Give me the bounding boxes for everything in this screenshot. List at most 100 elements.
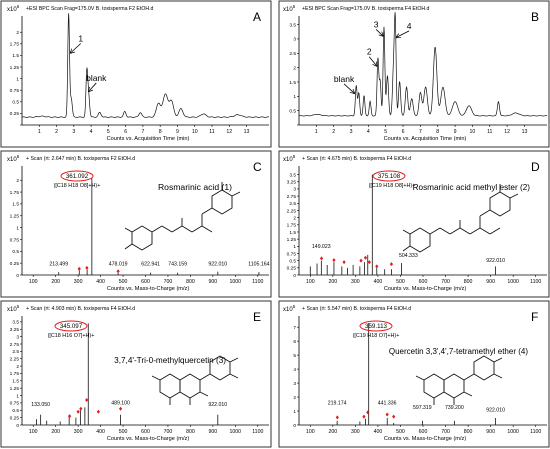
- y-tick-label: 1.5: [12, 53, 19, 59]
- isotope-marker: [362, 414, 366, 419]
- panel-letter: F: [531, 310, 538, 324]
- y-tick-label: 3: [16, 334, 19, 340]
- y-tick-label: 1: [16, 76, 19, 82]
- y-tick-label: 1.5: [289, 230, 296, 236]
- panel-header: +ESI BPC Scan Frag=175.0V B. toxisperma …: [26, 6, 154, 12]
- isotope-marker: [85, 265, 89, 270]
- peak-label: 441.336: [378, 401, 397, 407]
- x-tick-label: 200: [328, 429, 337, 435]
- y-tick-label: 1.25: [10, 214, 20, 220]
- precursor-label: 359.113: [365, 323, 387, 330]
- peak-label: 149.023: [312, 244, 331, 250]
- y-exponent: x106: [7, 4, 20, 13]
- x-tick-label: 4: [367, 129, 370, 135]
- plot-area: 100 200 300 400 500 600 700 800 900 1000 1100 0 1 2 3 4…: [293, 316, 547, 435]
- isotope-marker: [332, 258, 336, 263]
- y-tick-label: 2.5: [289, 201, 296, 207]
- y-tick-label: 0.25: [287, 266, 297, 272]
- x-tick-label: 100: [29, 429, 38, 435]
- x-tick-label: 1100: [252, 429, 263, 435]
- x-tick-label: 10: [192, 129, 198, 135]
- x-tick-label: 300: [74, 429, 83, 435]
- y-tick-label: 3: [293, 381, 296, 387]
- plot-area: 100 200 300 400 500 600 700 800 900 1000 1100 0 0.25…: [10, 316, 269, 435]
- y-tick-label: 1.25: [10, 386, 20, 392]
- y-tick-label: 0.5: [289, 108, 296, 114]
- x-tick-label: 600: [419, 429, 428, 435]
- y-tick-label: 2: [293, 215, 296, 221]
- isotope-marker: [359, 258, 363, 263]
- y-tick-label: 1: [293, 409, 296, 415]
- peak-annotation: 2: [367, 47, 372, 57]
- panel-a-frame: [0, 0, 272, 148]
- annotation-arrow: [70, 43, 81, 54]
- y-exponent: x105: [283, 154, 296, 163]
- x-tick-label: 900: [209, 279, 218, 285]
- isotope-marker: [85, 397, 89, 402]
- x-tick-label: 12: [226, 129, 232, 135]
- x-tick-label: 300: [351, 429, 360, 435]
- x-tick-label: 500: [119, 279, 128, 285]
- x-tick-label: 500: [396, 429, 405, 435]
- precursor-circle: [60, 170, 94, 182]
- panel-letter: C: [253, 160, 262, 174]
- precursor-label: 361.092: [66, 173, 89, 180]
- x-tick-label: 800: [464, 279, 473, 285]
- x-tick-label: 9: [176, 129, 179, 135]
- isotope-marker: [76, 409, 80, 414]
- x-tick-label: 4: [90, 129, 93, 135]
- y-tick-label: 1.75: [10, 190, 20, 196]
- y-tick-label: 1: [293, 94, 296, 100]
- annotation-arrow: [368, 56, 377, 66]
- precursor-circle: [359, 320, 393, 332]
- y-tick-label: 3.25: [287, 180, 297, 186]
- x-axis-label: Counts vs. Mass-to-Charge (m/z): [107, 436, 190, 442]
- y-tick-label: 0.75: [287, 251, 297, 257]
- x-tick-label: 600: [141, 429, 150, 435]
- peak-label: 922.010: [486, 408, 505, 414]
- peak-annotation: 3: [374, 19, 379, 29]
- x-tick-label: 900: [209, 429, 218, 435]
- compound-name: Quercetin 3,3',4',7-tetramethyl ether (4…: [389, 347, 528, 356]
- x-tick-label: 13: [522, 129, 528, 135]
- y-tick-label: 2.25: [287, 208, 297, 214]
- isotope-marker: [118, 406, 123, 411]
- peak-label: 739.200: [445, 405, 464, 411]
- peak-label: 213.499: [49, 262, 68, 268]
- x-tick-label: 8: [159, 129, 162, 135]
- x-axis-label: Counts vs. Acquisition Time (min): [384, 136, 467, 142]
- y-tick-label: 0.25: [10, 415, 20, 421]
- isotope-marker: [366, 410, 370, 415]
- x-tick-label: 700: [441, 279, 450, 285]
- x-tick-label: 5: [107, 129, 110, 135]
- y-tick-label: 0: [293, 273, 296, 279]
- y-tick-label: 0.75: [10, 237, 20, 243]
- panel-header: +ESI BPC Scan Frag=175.0V B. toxisperma …: [302, 6, 430, 12]
- precursor-label: 375.108: [378, 173, 401, 180]
- x-tick-label: 100: [306, 429, 315, 435]
- x-tick-label: 11: [209, 129, 214, 135]
- y-tick-label: 0.25: [10, 261, 20, 267]
- y-tick-label: 3.25: [10, 327, 20, 333]
- peak-label: 922.010: [208, 402, 227, 408]
- y-tick-label: 2: [16, 364, 19, 370]
- panel-header: + Scan (rt: 2.647 min) B. toxisperma F2 …: [26, 156, 135, 162]
- peak-label: 489.100: [111, 400, 130, 406]
- x-tick-label: 900: [486, 429, 495, 435]
- x-tick-label: 1000: [507, 279, 519, 285]
- x-tick-label: 1000: [507, 429, 519, 435]
- panel-c: x106 + Scan (rt: 2.647 min) B. toxisperm…: [7, 154, 270, 292]
- isotope-marker: [367, 260, 371, 265]
- x-axis-label: Counts vs. Acquisition Time (min): [107, 136, 190, 142]
- precursor-circle: [372, 170, 406, 182]
- x-tick-label: 7: [141, 129, 144, 135]
- isotope-marker: [68, 414, 72, 419]
- y-tick-label: 3: [293, 187, 296, 193]
- annotation-arrow: [396, 30, 410, 38]
- isotope-marker: [385, 412, 389, 417]
- y-tick-label: 2.5: [12, 349, 19, 355]
- formula-label: ([C18 H16 O7]+H)+: [48, 333, 95, 339]
- x-tick-label: 800: [186, 279, 195, 285]
- isotope-marker: [79, 406, 83, 411]
